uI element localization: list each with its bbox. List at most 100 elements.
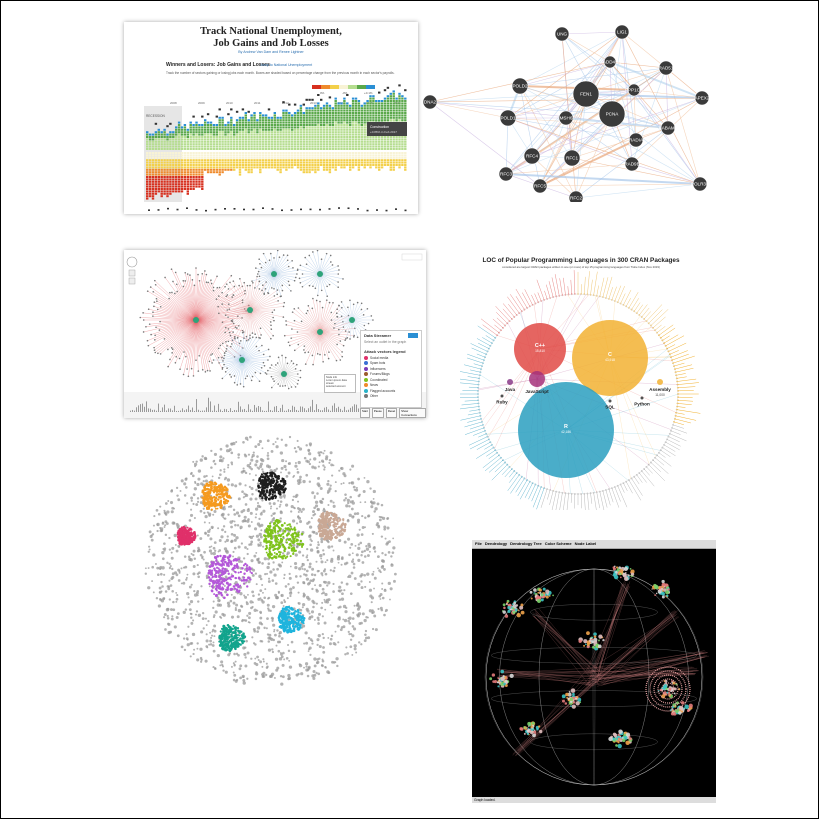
- leaf-node: [312, 297, 314, 300]
- sector-box: [218, 121, 221, 124]
- programming-languages-chart-thumbnail[interactable]: LOC of Popular Programming Languages in …: [460, 248, 702, 510]
- section-link[interactable]: Jump to National Unemployment: [260, 63, 312, 67]
- leaf-node: [243, 281, 246, 284]
- graph-node: [247, 453, 251, 456]
- sector-box: [201, 159, 204, 162]
- gene-node[interactable]: PPP1CA: [625, 83, 644, 97]
- legend-item[interactable]: Spam bots: [364, 361, 395, 367]
- legend-item[interactable]: Flagged accounts: [364, 388, 395, 394]
- sector-box: [169, 161, 172, 164]
- language-bubble[interactable]: Java: [505, 379, 516, 392]
- hub-edge: [241, 359, 252, 381]
- legend-item[interactable]: Other: [364, 394, 395, 400]
- control-button[interactable]: Pause: [371, 408, 384, 418]
- gene-node[interactable]: RFC1: [563, 149, 581, 167]
- sector-box: [253, 156, 256, 159]
- hub-edge: [241, 359, 253, 377]
- leaf-node: [223, 352, 226, 354]
- sector-box: [302, 166, 305, 169]
- gene-node[interactable]: PCNA: [598, 100, 626, 128]
- language-bubble[interactable]: C++15,810: [514, 323, 566, 375]
- sector-box: [215, 164, 218, 166]
- control-button[interactable]: Show Connections: [399, 408, 426, 418]
- gene-node[interactable]: RFC4: [523, 147, 541, 165]
- graph-node: [187, 555, 191, 559]
- gene-node[interactable]: RFC5: [532, 178, 548, 194]
- graph-node: [338, 538, 342, 543]
- highlight-marker: [311, 98, 314, 101]
- legend-item[interactable]: Forums/Blogs: [364, 372, 395, 378]
- sector-box: [172, 176, 175, 178]
- gene-node[interactable]: POLR3K: [691, 176, 710, 192]
- hub-edge: [249, 309, 284, 318]
- legend-item[interactable]: News: [364, 383, 395, 389]
- gene-node[interactable]: UNG: [554, 26, 570, 42]
- gene-node[interactable]: GADD45A: [599, 55, 622, 69]
- control-button[interactable]: Start: [360, 408, 370, 418]
- sector-box: [175, 173, 178, 176]
- gene-node[interactable]: APEX2: [695, 90, 710, 106]
- graph-node: [254, 677, 258, 681]
- gene-node[interactable]: MSH6: [558, 110, 574, 126]
- gene-node[interactable]: DNA2: [422, 94, 438, 110]
- sector-box: [157, 156, 160, 159]
- legend-item[interactable]: Influencers: [364, 366, 395, 372]
- sector-box: [157, 152, 160, 154]
- cluster-graph-thumbnail[interactable]: [140, 430, 402, 692]
- sector-box: [267, 164, 271, 166]
- gene-network-thumbnail[interactable]: LIG1 UNG GADD45A RAD51 POLD2 FEN1 PPP1CA APEX2 D…: [420, 22, 720, 202]
- gene-node[interactable]: RADIA: [628, 132, 644, 148]
- language-bubble[interactable]: R42,186: [518, 382, 614, 478]
- sector-box: [296, 161, 300, 164]
- network-dashboard-thumbnail[interactable]: Data Streamer Select an outlet in the gr…: [124, 250, 426, 418]
- graph-node: [148, 545, 151, 548]
- leaf-node: [293, 279, 296, 282]
- sector-box: [172, 138, 175, 141]
- language-bubble[interactable]: C43,918: [572, 320, 648, 396]
- timeline-bar: [348, 409, 349, 412]
- hub-edge: [259, 259, 275, 275]
- graph-node: [175, 549, 179, 553]
- language-bubble[interactable]: Ruby: [496, 394, 508, 405]
- package-ray: [534, 293, 539, 303]
- sector-box: [227, 145, 230, 148]
- sector-box: [154, 159, 158, 162]
- toggle-button[interactable]: [408, 333, 418, 338]
- sector-box: [378, 159, 381, 162]
- language-bubble[interactable]: Python: [634, 396, 650, 407]
- graph-node: [270, 505, 273, 508]
- control-button[interactable]: Reset: [385, 408, 398, 418]
- sector-box: [215, 166, 218, 169]
- language-bubble[interactable]: SQL: [605, 399, 615, 410]
- sector-box: [235, 164, 239, 166]
- gene-node[interactable]: RAD9B: [624, 156, 640, 172]
- gene-node[interactable]: FEN1: [572, 80, 600, 108]
- highlight-marker: [293, 103, 297, 106]
- language-bubble[interactable]: JavaScript: [525, 371, 549, 394]
- legend-item[interactable]: Coordinated: [364, 377, 395, 383]
- graph-node: [233, 538, 237, 542]
- gene-node[interactable]: POLD1: [499, 109, 517, 127]
- sector-box: [241, 126, 245, 129]
- hub-edge: [195, 319, 229, 330]
- sector-box: [366, 161, 369, 164]
- sector-box: [276, 156, 279, 159]
- gene-node[interactable]: RFC2: [568, 190, 584, 202]
- network-edge: [519, 67, 667, 87]
- sector-box: [325, 154, 329, 157]
- gene-node[interactable]: BABAM1: [659, 120, 678, 136]
- gene-node[interactable]: LIG1: [614, 24, 630, 40]
- sector-box: [195, 131, 198, 134]
- sector-box: [259, 166, 262, 169]
- hub-edge: [169, 292, 197, 321]
- gene-node[interactable]: RFC3: [498, 166, 514, 182]
- gene-node[interactable]: POLD2: [511, 77, 529, 95]
- sector-box: [186, 133, 189, 136]
- sector-box: [195, 133, 198, 136]
- sector-box: [401, 112, 404, 114]
- sector-box: [151, 156, 155, 159]
- gene-node[interactable]: RAD51: [659, 60, 674, 76]
- legend-item[interactable]: Social media: [364, 355, 395, 361]
- unemployment-chart-thumbnail[interactable]: Track National Unemployment, Job Gains a…: [124, 22, 418, 214]
